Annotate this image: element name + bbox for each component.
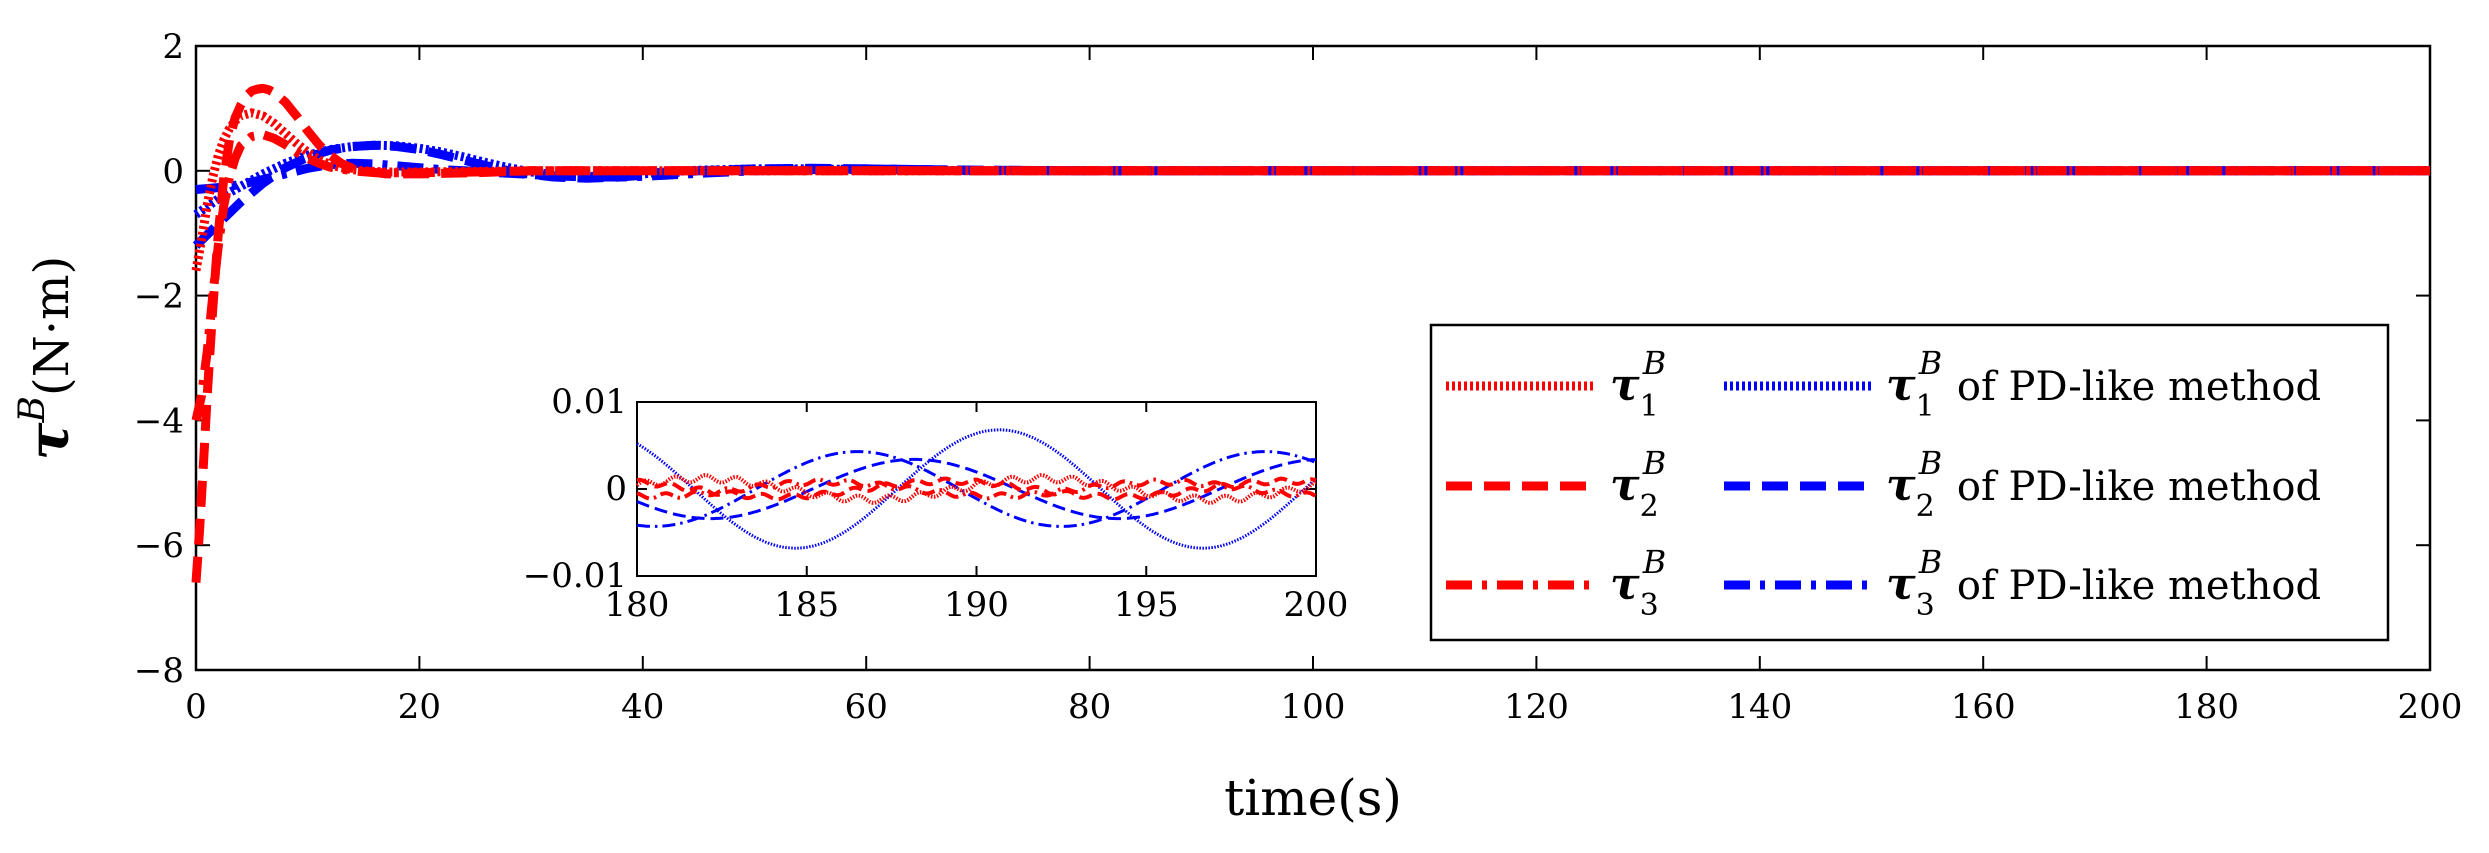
inset-y-tick-label: −0.01 <box>523 556 627 596</box>
y-tick-label: −8 <box>134 651 184 691</box>
inset-series-line-2 <box>636 476 1317 502</box>
y-axis-superscript: B <box>12 396 53 423</box>
x-tick-label: 160 <box>1951 687 2016 727</box>
inset-x-tick-label: 185 <box>774 585 839 625</box>
legend-entries: τ1B τ2B τ3B τ1B of PD-like method τ2B of PD-… <box>1446 344 2321 623</box>
x-tick-label: 140 <box>1727 687 1792 727</box>
legend-label: τ2B <box>1610 444 1666 524</box>
y-tick-label: −6 <box>134 526 184 566</box>
x-tick-label: 100 <box>1281 687 1346 727</box>
legend: τ1B τ2B τ3B τ1B of PD-like method τ2B of PD-… <box>1429 323 2390 642</box>
legend-label: τ1B <box>1610 344 1666 424</box>
inset-plot-lines <box>635 428 1318 550</box>
legend-label: τ2B of PD-like method <box>1886 444 2321 524</box>
x-tick-label: 20 <box>398 687 441 727</box>
inset-series-line-5 <box>636 457 1317 521</box>
legend-entry-6: τ3B of PD-like method <box>1724 543 2321 623</box>
inset-axis-ticks: 180 185 190 195 200 −0.01 0 0.01 <box>523 382 1349 625</box>
y-tick-label: 0 <box>162 152 184 192</box>
inset-plot: 180 185 190 195 200 −0.01 0 0.01 <box>523 382 1349 625</box>
x-tick-label: 200 <box>2398 687 2463 727</box>
legend-label: τ1B of PD-like method <box>1886 344 2321 424</box>
legend-label: τ3B <box>1610 543 1666 623</box>
legend-entry-5: τ2B of PD-like method <box>1724 444 2321 524</box>
legend-entry-4: τ1B of PD-like method <box>1724 344 2321 424</box>
x-tick-label: 120 <box>1504 687 1569 727</box>
x-tick-label: 40 <box>621 687 664 727</box>
inset-series-line-6 <box>636 450 1317 528</box>
legend-entry-1: τ1B <box>1446 344 1666 424</box>
legend-entry-2: τ2B <box>1446 444 1666 524</box>
legend-box <box>1429 323 2390 642</box>
legend-label: τ3B of PD-like method <box>1886 543 2321 623</box>
inset-x-tick-label: 180 <box>605 585 670 625</box>
y-axis-title: τB(N·m) <box>12 256 82 460</box>
y-axis-symbol: τ <box>16 422 82 460</box>
legend-entry-3: τ3B <box>1446 543 1666 623</box>
y-tick-label: −4 <box>134 401 184 441</box>
x-axis-title: time(s) <box>1224 769 1402 827</box>
inset-series-line-4 <box>636 428 1318 550</box>
x-tick-label: 80 <box>1068 687 1111 727</box>
inset-x-tick-label: 190 <box>944 585 1009 625</box>
series-line-3 <box>191 130 2430 422</box>
inset-x-tick-label: 200 <box>1284 585 1349 625</box>
main-axis-ticks: 0 20 40 60 80 100 120 140 160 180 200 −8 −6 −4 −2 0 2 <box>134 27 2463 727</box>
y-tick-label: −2 <box>134 277 184 317</box>
main-plot-lines <box>191 83 2430 583</box>
inset-y-tick-label: 0 <box>605 469 627 509</box>
y-tick-label: 2 <box>162 27 184 67</box>
x-tick-label: 60 <box>845 687 888 727</box>
svg-text:τB(N·m): τB(N·m) <box>12 256 82 460</box>
inset-y-tick-label: 0.01 <box>551 382 627 422</box>
inset-series-line-3 <box>636 477 1318 501</box>
x-tick-label: 180 <box>2174 687 2239 727</box>
y-axis-unit: (N·m) <box>24 256 80 396</box>
inset-x-tick-label: 195 <box>1114 585 1179 625</box>
x-tick-label: 0 <box>185 687 207 727</box>
